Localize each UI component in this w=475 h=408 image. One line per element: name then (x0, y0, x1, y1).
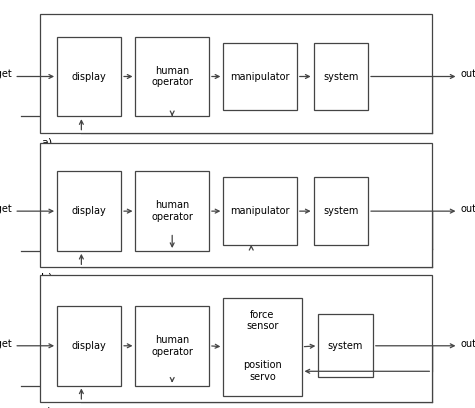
Bar (223, 43, 297, 110)
Text: target: target (0, 204, 12, 214)
Bar (314, 177, 368, 245)
Text: manipulator: manipulator (230, 206, 290, 216)
Text: human
operator: human operator (151, 200, 193, 222)
Text: output: output (460, 339, 475, 349)
Text: display: display (72, 341, 106, 351)
Text: human
operator: human operator (151, 66, 193, 87)
Text: b): b) (41, 272, 53, 282)
Text: human
operator: human operator (151, 335, 193, 357)
Text: target: target (0, 339, 12, 349)
Text: display: display (72, 71, 106, 82)
Text: system: system (323, 206, 359, 216)
Text: display: display (72, 206, 106, 216)
Bar (223, 298, 302, 396)
Bar (223, 177, 297, 245)
Text: system: system (328, 341, 363, 351)
Bar (40, 275, 432, 402)
Bar (135, 171, 209, 251)
Bar (318, 314, 373, 377)
Bar (57, 171, 121, 251)
Bar (57, 306, 121, 386)
Text: position
servo: position servo (243, 361, 282, 382)
Text: system: system (323, 71, 359, 82)
Text: target: target (0, 69, 12, 80)
Bar (135, 37, 209, 116)
Text: force
sensor: force sensor (246, 310, 279, 331)
Text: c): c) (41, 407, 52, 408)
Text: manipulator: manipulator (230, 71, 290, 82)
Bar (314, 43, 368, 110)
Bar (40, 14, 432, 133)
Bar (135, 306, 209, 386)
Text: output: output (460, 204, 475, 214)
Bar (40, 143, 432, 267)
Text: output: output (460, 69, 475, 80)
Text: a): a) (41, 137, 53, 148)
Bar (57, 37, 121, 116)
